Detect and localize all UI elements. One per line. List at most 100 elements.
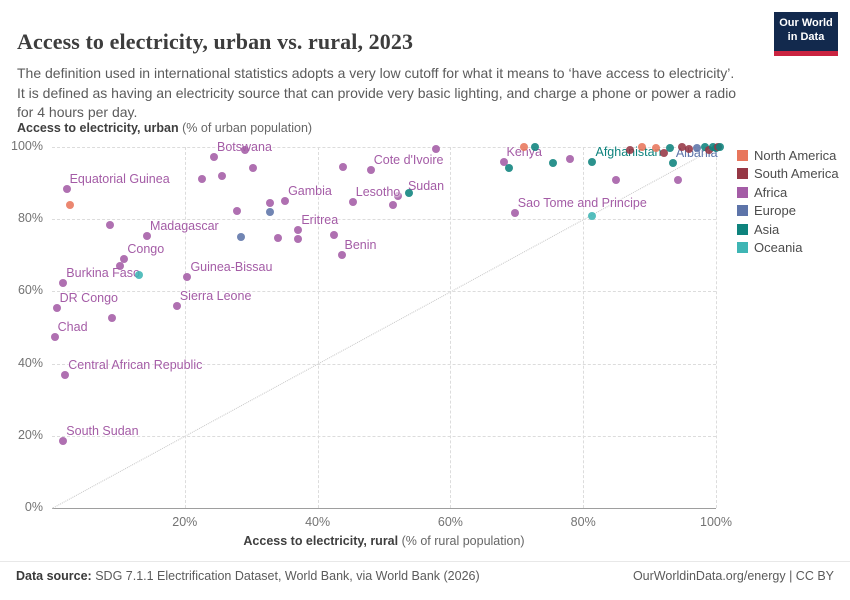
data-source-label: Data source: <box>16 569 92 583</box>
point-label-guinea-bissau: Guinea-Bissau <box>190 259 273 274</box>
data-point-madagascar[interactable] <box>142 231 151 240</box>
data-point-guinea-bissau[interactable] <box>183 272 192 281</box>
data-point[interactable] <box>611 176 620 185</box>
data-point[interactable] <box>651 143 660 152</box>
data-point-sudan[interactable] <box>393 191 402 200</box>
legend-item-europe[interactable]: Europe <box>737 202 839 221</box>
data-point[interactable] <box>715 143 724 151</box>
data-point-central-african-republic[interactable] <box>61 371 70 380</box>
point-label-cote-d-ivoire: Cote d'Ivoire <box>373 152 444 167</box>
point-label-south-sudan: South Sudan <box>66 424 139 439</box>
gridline-x-60 <box>450 147 452 508</box>
data-point[interactable] <box>626 145 635 154</box>
data-point[interactable] <box>294 235 303 244</box>
license-badge: CC BY <box>795 569 834 583</box>
legend-item-africa[interactable]: Africa <box>737 183 839 202</box>
data-point[interactable] <box>531 143 540 152</box>
legend-label: Africa <box>754 184 788 200</box>
data-point[interactable] <box>65 201 74 210</box>
data-point[interactable] <box>665 144 674 153</box>
data-point[interactable] <box>338 162 347 171</box>
data-point[interactable] <box>108 314 117 323</box>
data-point[interactable] <box>389 201 398 210</box>
data-point-dr-congo[interactable] <box>52 303 61 312</box>
point-label-sudan: Sudan <box>407 178 445 193</box>
y-axis-title: Access to electricity, urban (% of urban… <box>17 121 312 135</box>
data-point[interactable] <box>115 262 124 271</box>
y-tick-label-20: 20% <box>17 427 43 442</box>
data-point[interactable] <box>232 207 241 216</box>
y-tick-label-100: 100% <box>11 139 43 153</box>
footer-divider <box>0 561 850 562</box>
gridline-x-80 <box>583 147 585 508</box>
data-point[interactable] <box>198 174 207 183</box>
y-tick-label-80: 80% <box>17 211 43 226</box>
data-point[interactable] <box>674 176 683 185</box>
data-point-eritrea[interactable] <box>294 225 303 234</box>
data-point[interactable] <box>265 198 274 207</box>
data-point-gambia[interactable] <box>281 197 290 206</box>
data-point[interactable] <box>678 143 687 152</box>
point-label-burkina-faso: Burkina Faso <box>66 266 140 281</box>
data-point-kenya[interactable] <box>499 158 508 167</box>
legend: North America South America Africa Europe As… <box>737 146 839 257</box>
data-point-congo[interactable] <box>120 255 129 264</box>
point-label-madagascar: Madagascar <box>149 218 219 233</box>
data-point-cote-d-ivoire[interactable] <box>366 165 375 174</box>
data-point[interactable] <box>700 143 709 152</box>
data-point[interactable] <box>265 207 274 216</box>
data-point-albania[interactable] <box>668 158 677 167</box>
footer-links: OurWorldinData.org/energy | CC BY <box>633 569 834 583</box>
data-point[interactable] <box>241 145 250 154</box>
data-point[interactable] <box>105 220 114 229</box>
data-point[interactable] <box>237 233 246 242</box>
data-source-text: SDG 7.1.1 Electrification Dataset, World… <box>95 569 480 583</box>
data-point-benin[interactable] <box>337 250 346 259</box>
data-point[interactable] <box>274 233 283 242</box>
data-point[interactable] <box>637 143 646 152</box>
y-tick-label-0: 0% <box>24 500 43 514</box>
data-point-chad[interactable] <box>50 332 59 341</box>
legend-item-asia[interactable]: Asia <box>737 220 839 239</box>
data-point-equatorial-guinea[interactable] <box>62 184 71 193</box>
data-point[interactable] <box>588 211 597 220</box>
point-label-benin: Benin <box>344 237 377 252</box>
data-point[interactable] <box>134 270 143 279</box>
data-point-lesotho[interactable] <box>348 198 357 207</box>
data-point[interactable] <box>659 149 668 158</box>
data-point[interactable] <box>692 144 701 153</box>
data-point-botswana[interactable] <box>210 152 219 161</box>
legend-swatch-south-america <box>737 168 748 180</box>
point-label-lesotho: Lesotho <box>355 185 401 200</box>
data-point[interactable] <box>548 159 557 168</box>
legend-item-north-america[interactable]: North America <box>737 146 839 165</box>
data-point-afghanistan[interactable] <box>588 157 597 166</box>
y-axis-title-unit: (% of urban population) <box>178 121 313 135</box>
owid-site-link[interactable]: OurWorldinData.org/energy <box>632 569 786 583</box>
gridline-x-20 <box>184 147 186 508</box>
legend-item-oceania[interactable]: Oceania <box>737 239 839 258</box>
legend-label: North America <box>754 147 837 163</box>
data-point-sao-tome-and-principe[interactable] <box>510 209 519 218</box>
x-tick-label-100: 100% <box>700 515 732 529</box>
data-point[interactable] <box>504 163 513 172</box>
point-label-chad: Chad <box>57 319 88 334</box>
data-point[interactable] <box>249 163 258 172</box>
owid-logo[interactable]: Our World in Data <box>774 12 838 56</box>
data-point[interactable] <box>520 143 529 152</box>
data-point-south-sudan[interactable] <box>59 437 68 446</box>
gridline-x-40 <box>317 147 319 508</box>
point-label-gambia: Gambia <box>288 184 332 199</box>
legend-label: Europe <box>754 203 796 219</box>
data-point[interactable] <box>404 189 413 198</box>
data-point-sierra-leone[interactable] <box>172 301 181 310</box>
legend-item-south-america[interactable]: South America <box>737 165 839 184</box>
point-label-eritrea: Eritrea <box>301 212 339 227</box>
data-point[interactable] <box>329 230 338 239</box>
data-point[interactable] <box>217 171 226 180</box>
data-point-burkina-faso[interactable] <box>59 279 68 288</box>
data-point[interactable] <box>684 145 693 154</box>
data-point[interactable] <box>565 154 574 163</box>
data-point[interactable] <box>432 144 441 153</box>
